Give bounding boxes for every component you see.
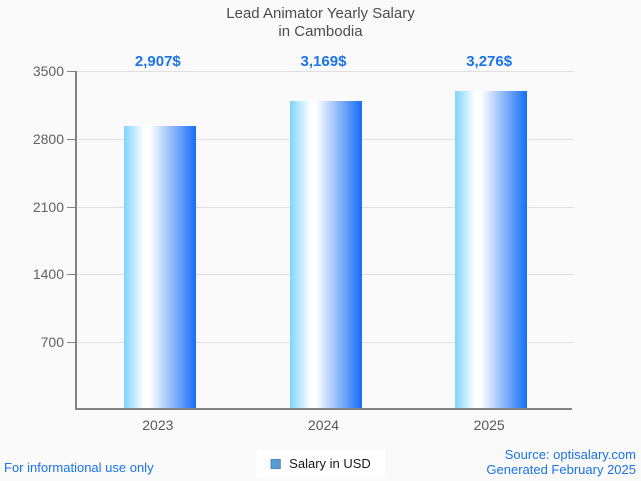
bar-value-label: 3,169$ — [300, 53, 347, 70]
y-tick-label: 2800 — [32, 130, 64, 147]
gridline — [77, 71, 574, 72]
y-tick-label: 3500 — [32, 63, 64, 79]
chart-title-line-1: Lead Animator Yearly Salary — [226, 5, 415, 22]
axis-tick — [67, 342, 75, 344]
bar-value-label: 3,276$ — [466, 53, 513, 70]
disclaimer-note: For informational use only — [4, 460, 154, 475]
x-tick-label: 2024 — [307, 417, 340, 433]
x-tick-label: 2023 — [142, 417, 174, 433]
y-tick-label: 700 — [40, 334, 64, 351]
axis-tick — [67, 138, 75, 140]
y-tick-label: 2100 — [32, 198, 64, 215]
source-attribution: Source: optisalary.com Generated Februar… — [486, 447, 636, 477]
source-line: Source: optisalary.com — [504, 447, 636, 462]
legend: Salary in USD — [256, 450, 385, 477]
axis-tick — [67, 71, 75, 72]
chart-title: Lead Animator Yearly Salary in Cambodia — [0, 5, 641, 41]
bar-value-label: 2,907$ — [134, 53, 181, 70]
bar-2024 — [289, 101, 362, 408]
chart-title-line-2: in Cambodia — [278, 23, 363, 40]
bar-2023 — [123, 126, 196, 408]
axis-tick — [67, 206, 75, 208]
legend-label: Salary in USD — [289, 456, 371, 471]
axis-tick — [67, 274, 75, 276]
bar-2025 — [455, 90, 528, 408]
x-tick-label: 2025 — [473, 417, 505, 433]
plot-area — [67, 71, 574, 410]
generated-line: Generated February 2025 — [486, 462, 636, 477]
y-tick-label: 1400 — [32, 266, 64, 283]
legend-swatch-icon — [270, 458, 281, 469]
